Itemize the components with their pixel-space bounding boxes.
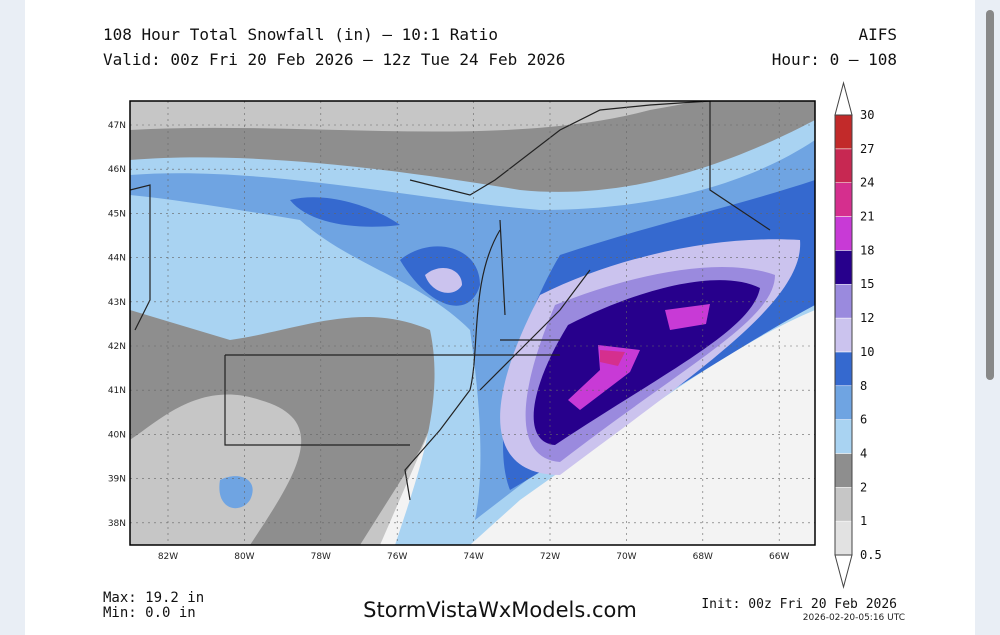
lon-label: 76W — [387, 552, 407, 562]
colorbar-label: 0.5 — [860, 548, 882, 562]
hour-range: Hour: 0 – 108 — [772, 50, 897, 69]
colorbar-label: 30 — [860, 108, 874, 122]
colorbar-label: 18 — [860, 243, 874, 257]
colorbar-label: 10 — [860, 345, 874, 359]
colorbar-segment — [834, 148, 853, 183]
lat-label: 45N — [108, 209, 126, 219]
lat-label: 41N — [108, 386, 126, 396]
valid-time: Valid: 00z Fri 20 Feb 2026 – 12z Tue 24 … — [103, 50, 565, 69]
max-value: Max: 19.2 in — [103, 590, 204, 606]
lat-label: 46N — [108, 165, 126, 175]
colorbar-segment — [834, 453, 853, 488]
map-frame — [129, 100, 816, 546]
lon-label: 78W — [311, 552, 331, 562]
colorbar-label: 12 — [860, 311, 874, 325]
lon-label: 70W — [616, 552, 636, 562]
colorbar-label: 21 — [860, 210, 874, 224]
colorbar-label: 8 — [860, 379, 867, 393]
lat-label: 47N — [108, 121, 126, 131]
lon-label: 68W — [693, 552, 713, 562]
scrollbar[interactable] — [986, 10, 994, 380]
lat-label: 39N — [108, 475, 126, 485]
colorbar-frame — [834, 114, 853, 556]
lat-label: 40N — [108, 430, 126, 440]
colorbar-segment — [834, 351, 853, 387]
map — [130, 101, 815, 545]
colorbar-segment — [834, 419, 853, 454]
lat-label: 43N — [108, 298, 126, 308]
lat-label: 42N — [108, 342, 126, 352]
lon-label: 80W — [234, 552, 254, 562]
colorbar-segment — [834, 317, 853, 353]
colorbar-label: 15 — [860, 277, 874, 291]
colorbar-segment — [834, 385, 853, 420]
colorbar-label: 6 — [860, 413, 867, 427]
model: AIFS — [858, 25, 897, 44]
min-value: Min: 0.0 in — [103, 605, 196, 621]
lat-label: 44N — [108, 254, 126, 264]
colorbar-label: 27 — [860, 142, 874, 156]
site: StormVistaWxModels.com — [363, 598, 637, 622]
lon-label: 82W — [158, 552, 178, 562]
colorbar-segment — [834, 114, 853, 150]
init-time: Init: 00z Fri 20 Feb 2026 — [701, 597, 897, 612]
colorbar-label: 1 — [860, 514, 867, 528]
lon-label: 66W — [769, 552, 789, 562]
colorbar-segment — [834, 182, 853, 217]
lon-label: 72W — [540, 552, 560, 562]
colorbar-segment — [834, 520, 853, 556]
lon-label: 74W — [463, 552, 483, 562]
colorbar-segment — [834, 216, 853, 251]
lat-label: 38N — [108, 519, 126, 529]
colorbar-segment — [834, 283, 853, 319]
colorbar-segment — [834, 250, 853, 285]
colorbar-label: 4 — [860, 446, 867, 460]
colorbar-label: 24 — [860, 176, 874, 190]
title: 108 Hour Total Snowfall (in) – 10:1 Rati… — [103, 25, 498, 44]
colorbar-label: 2 — [860, 480, 867, 494]
colorbar-segment — [834, 487, 853, 522]
timestamp: 2026-02-20-05:16 UTC — [803, 613, 905, 623]
